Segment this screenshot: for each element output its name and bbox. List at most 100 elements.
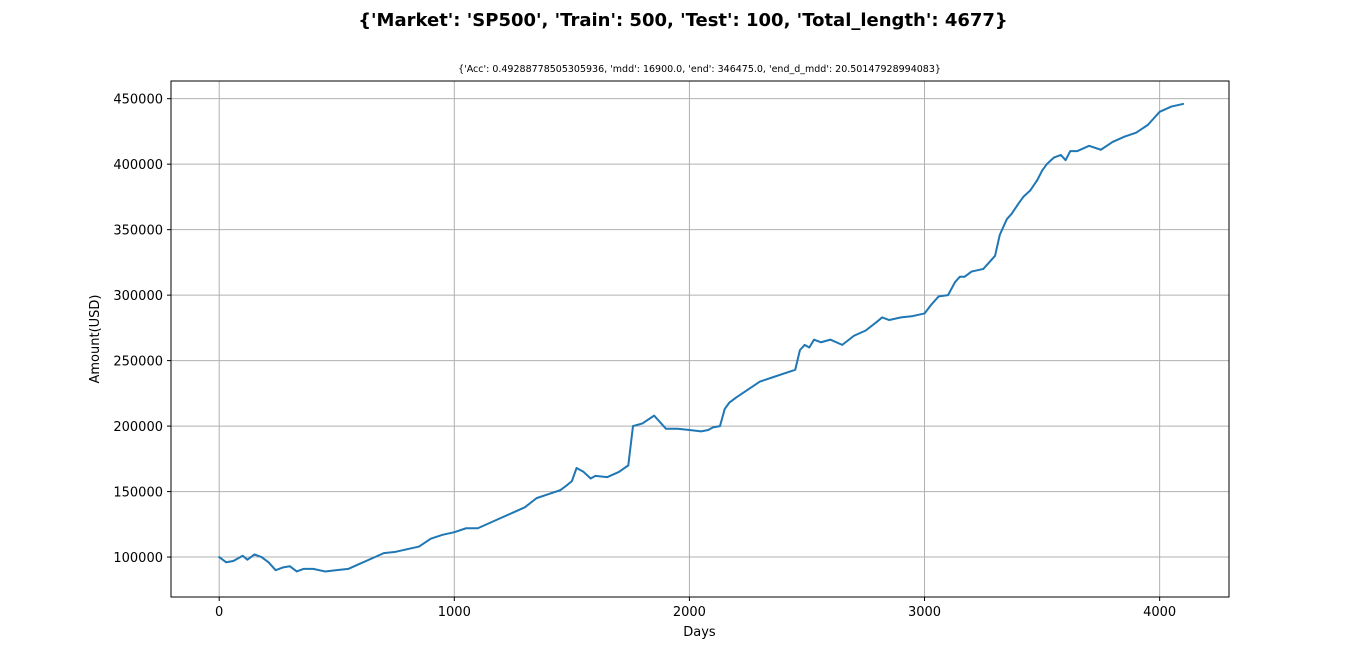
data-point [770, 376, 773, 379]
data-point [641, 422, 644, 425]
data-point [712, 426, 714, 429]
data-point [1158, 110, 1161, 113]
data-point [998, 234, 1001, 236]
data-point [813, 338, 815, 341]
data-point [723, 408, 726, 410]
data-point [281, 566, 284, 569]
data-point [1041, 169, 1043, 172]
data-point [1010, 213, 1013, 215]
data-point [1006, 218, 1008, 220]
data-point [947, 294, 949, 296]
data-point [735, 396, 738, 399]
data-point [747, 388, 749, 391]
axes-title: {'Acc': 0.49288778505305936, 'mdd': 1690… [458, 64, 941, 75]
data-point [888, 319, 891, 321]
data-point [676, 427, 679, 430]
data-point [1111, 141, 1114, 143]
data-point [430, 537, 432, 540]
data-point [241, 554, 244, 557]
data-point [759, 380, 761, 383]
data-point [418, 545, 420, 548]
data-point [1053, 156, 1055, 159]
data-point [253, 553, 256, 556]
data-point [571, 480, 573, 482]
data-point [589, 477, 592, 480]
data-point [1100, 148, 1102, 151]
data-point [1036, 179, 1039, 181]
data-point [335, 569, 338, 571]
data-point [559, 489, 561, 492]
data-point [1135, 131, 1137, 134]
series-line [218, 102, 1185, 573]
data-point [1022, 196, 1025, 198]
data-point [829, 338, 832, 341]
data-point [627, 464, 630, 467]
data-point [441, 533, 444, 536]
data-point [841, 344, 844, 346]
data-point [808, 346, 811, 349]
data-point [954, 281, 956, 283]
data-point [959, 275, 961, 278]
grid [171, 81, 1229, 597]
data-point [937, 295, 940, 298]
data-point [1182, 103, 1184, 105]
data-point [1045, 163, 1048, 165]
series-layer [218, 102, 1185, 573]
data-point [970, 270, 973, 273]
data-point [359, 562, 362, 565]
data-point [382, 552, 385, 554]
data-point [923, 312, 926, 315]
data-point [719, 425, 721, 427]
data-point [618, 471, 620, 473]
data-point [1064, 159, 1067, 162]
plot-frame [170, 80, 1230, 598]
data-point [347, 568, 350, 570]
data-point [267, 561, 270, 564]
data-point [582, 471, 585, 473]
data-point [782, 372, 785, 375]
data-point [982, 268, 985, 270]
data-point [225, 561, 228, 564]
data-point [853, 334, 855, 337]
y-tick-label: 100000 [113, 551, 163, 566]
x-tick-label: 4000 [1143, 605, 1176, 620]
data-point [406, 548, 409, 550]
data-point [707, 429, 710, 431]
y-tick-label: 150000 [113, 486, 163, 501]
data-point [911, 315, 914, 317]
x-tick-label: 0 [215, 605, 223, 620]
x-tick-label: 1000 [438, 605, 471, 620]
x-tick-label: 2000 [673, 605, 706, 620]
data-point [295, 570, 298, 573]
y-tick-label: 350000 [113, 224, 163, 239]
data-point [688, 429, 691, 431]
data-point [232, 560, 235, 562]
data-point [312, 568, 315, 570]
data-point [512, 511, 514, 514]
data-point [994, 255, 996, 257]
data-point [303, 568, 305, 570]
data-point [930, 303, 933, 306]
data-point [500, 516, 503, 519]
y-tick-label: 450000 [113, 93, 163, 108]
data-point [799, 349, 801, 351]
data-point [1147, 124, 1149, 126]
y-tick-label: 250000 [113, 355, 163, 370]
y-tick-label: 300000 [113, 289, 163, 304]
data-point [864, 329, 867, 332]
data-point [632, 425, 634, 427]
data-point [394, 551, 397, 553]
data-point [728, 401, 731, 404]
data-point [453, 531, 456, 533]
data-point [465, 527, 467, 530]
data-point [288, 565, 291, 568]
data-point [1017, 202, 1020, 205]
data-point [794, 368, 797, 371]
x-axis-label: Days [683, 625, 716, 640]
data-point [218, 556, 220, 558]
data-point [665, 427, 667, 430]
data-point [324, 570, 326, 573]
data-point [1076, 150, 1079, 152]
data-point [488, 522, 491, 524]
